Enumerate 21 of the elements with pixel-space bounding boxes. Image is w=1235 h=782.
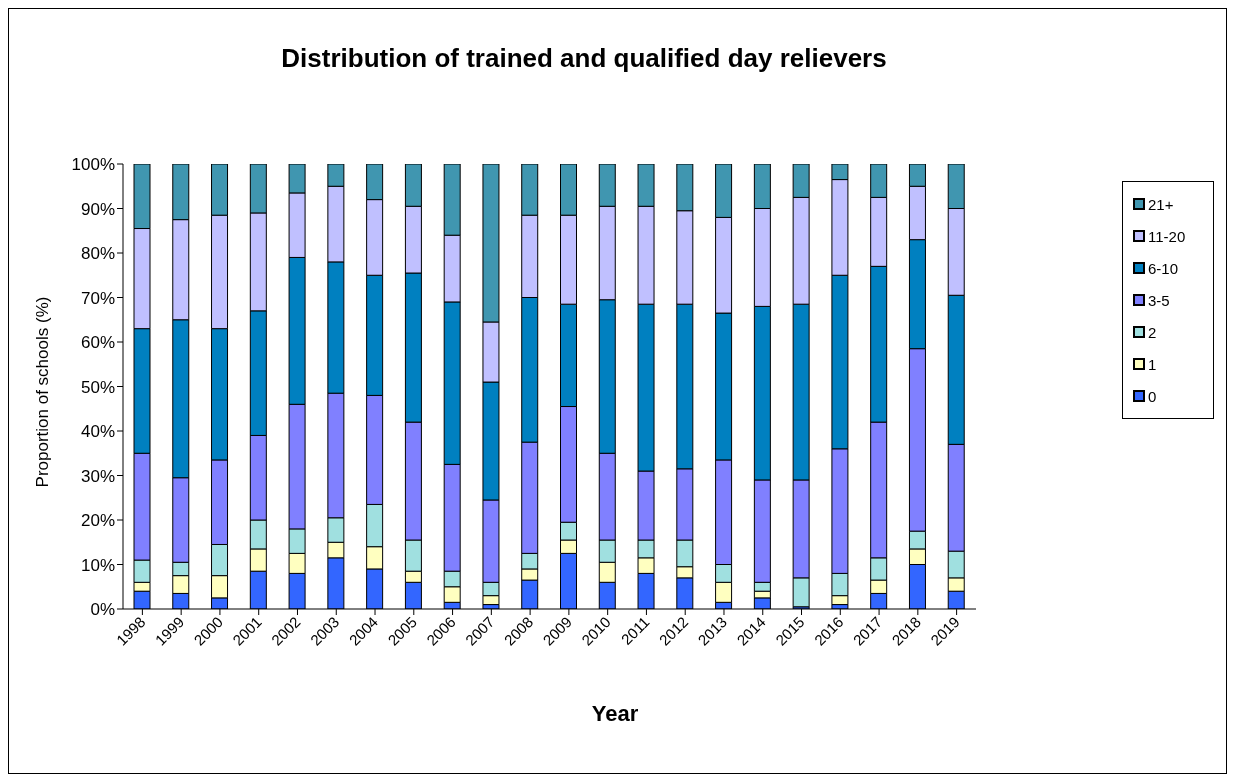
y-tick-label: 50% (80, 377, 115, 397)
y-tick-label: 60% (80, 333, 115, 353)
legend-label: 11-20 (1148, 227, 1186, 245)
y-tick-label: 80% (80, 244, 115, 264)
y-tick-label: 30% (80, 466, 115, 486)
y-tick-label: 100% (71, 155, 115, 175)
legend-label: 3-5 (1148, 291, 1170, 309)
y-tick-label: 40% (80, 422, 115, 442)
legend-label: 21+ (1148, 195, 1174, 213)
chart-title: Distribution of trained and qualified day relievers (280, 43, 888, 74)
legend-label: 6-10 (1148, 259, 1179, 277)
legend-label: 0 (1148, 387, 1157, 405)
x-axis-title: Year (590, 701, 640, 727)
y-tick-label: 90% (80, 199, 115, 219)
y-tick-label: 0% (90, 600, 115, 620)
y-tick-label: 10% (80, 555, 115, 575)
y-axis-title: Proportion of schools (%) (33, 296, 53, 488)
y-tick-label: 20% (80, 511, 115, 531)
y-tick-label: 70% (80, 288, 115, 308)
legend-label: 1 (1148, 355, 1157, 373)
legend-label: 2 (1148, 323, 1157, 341)
